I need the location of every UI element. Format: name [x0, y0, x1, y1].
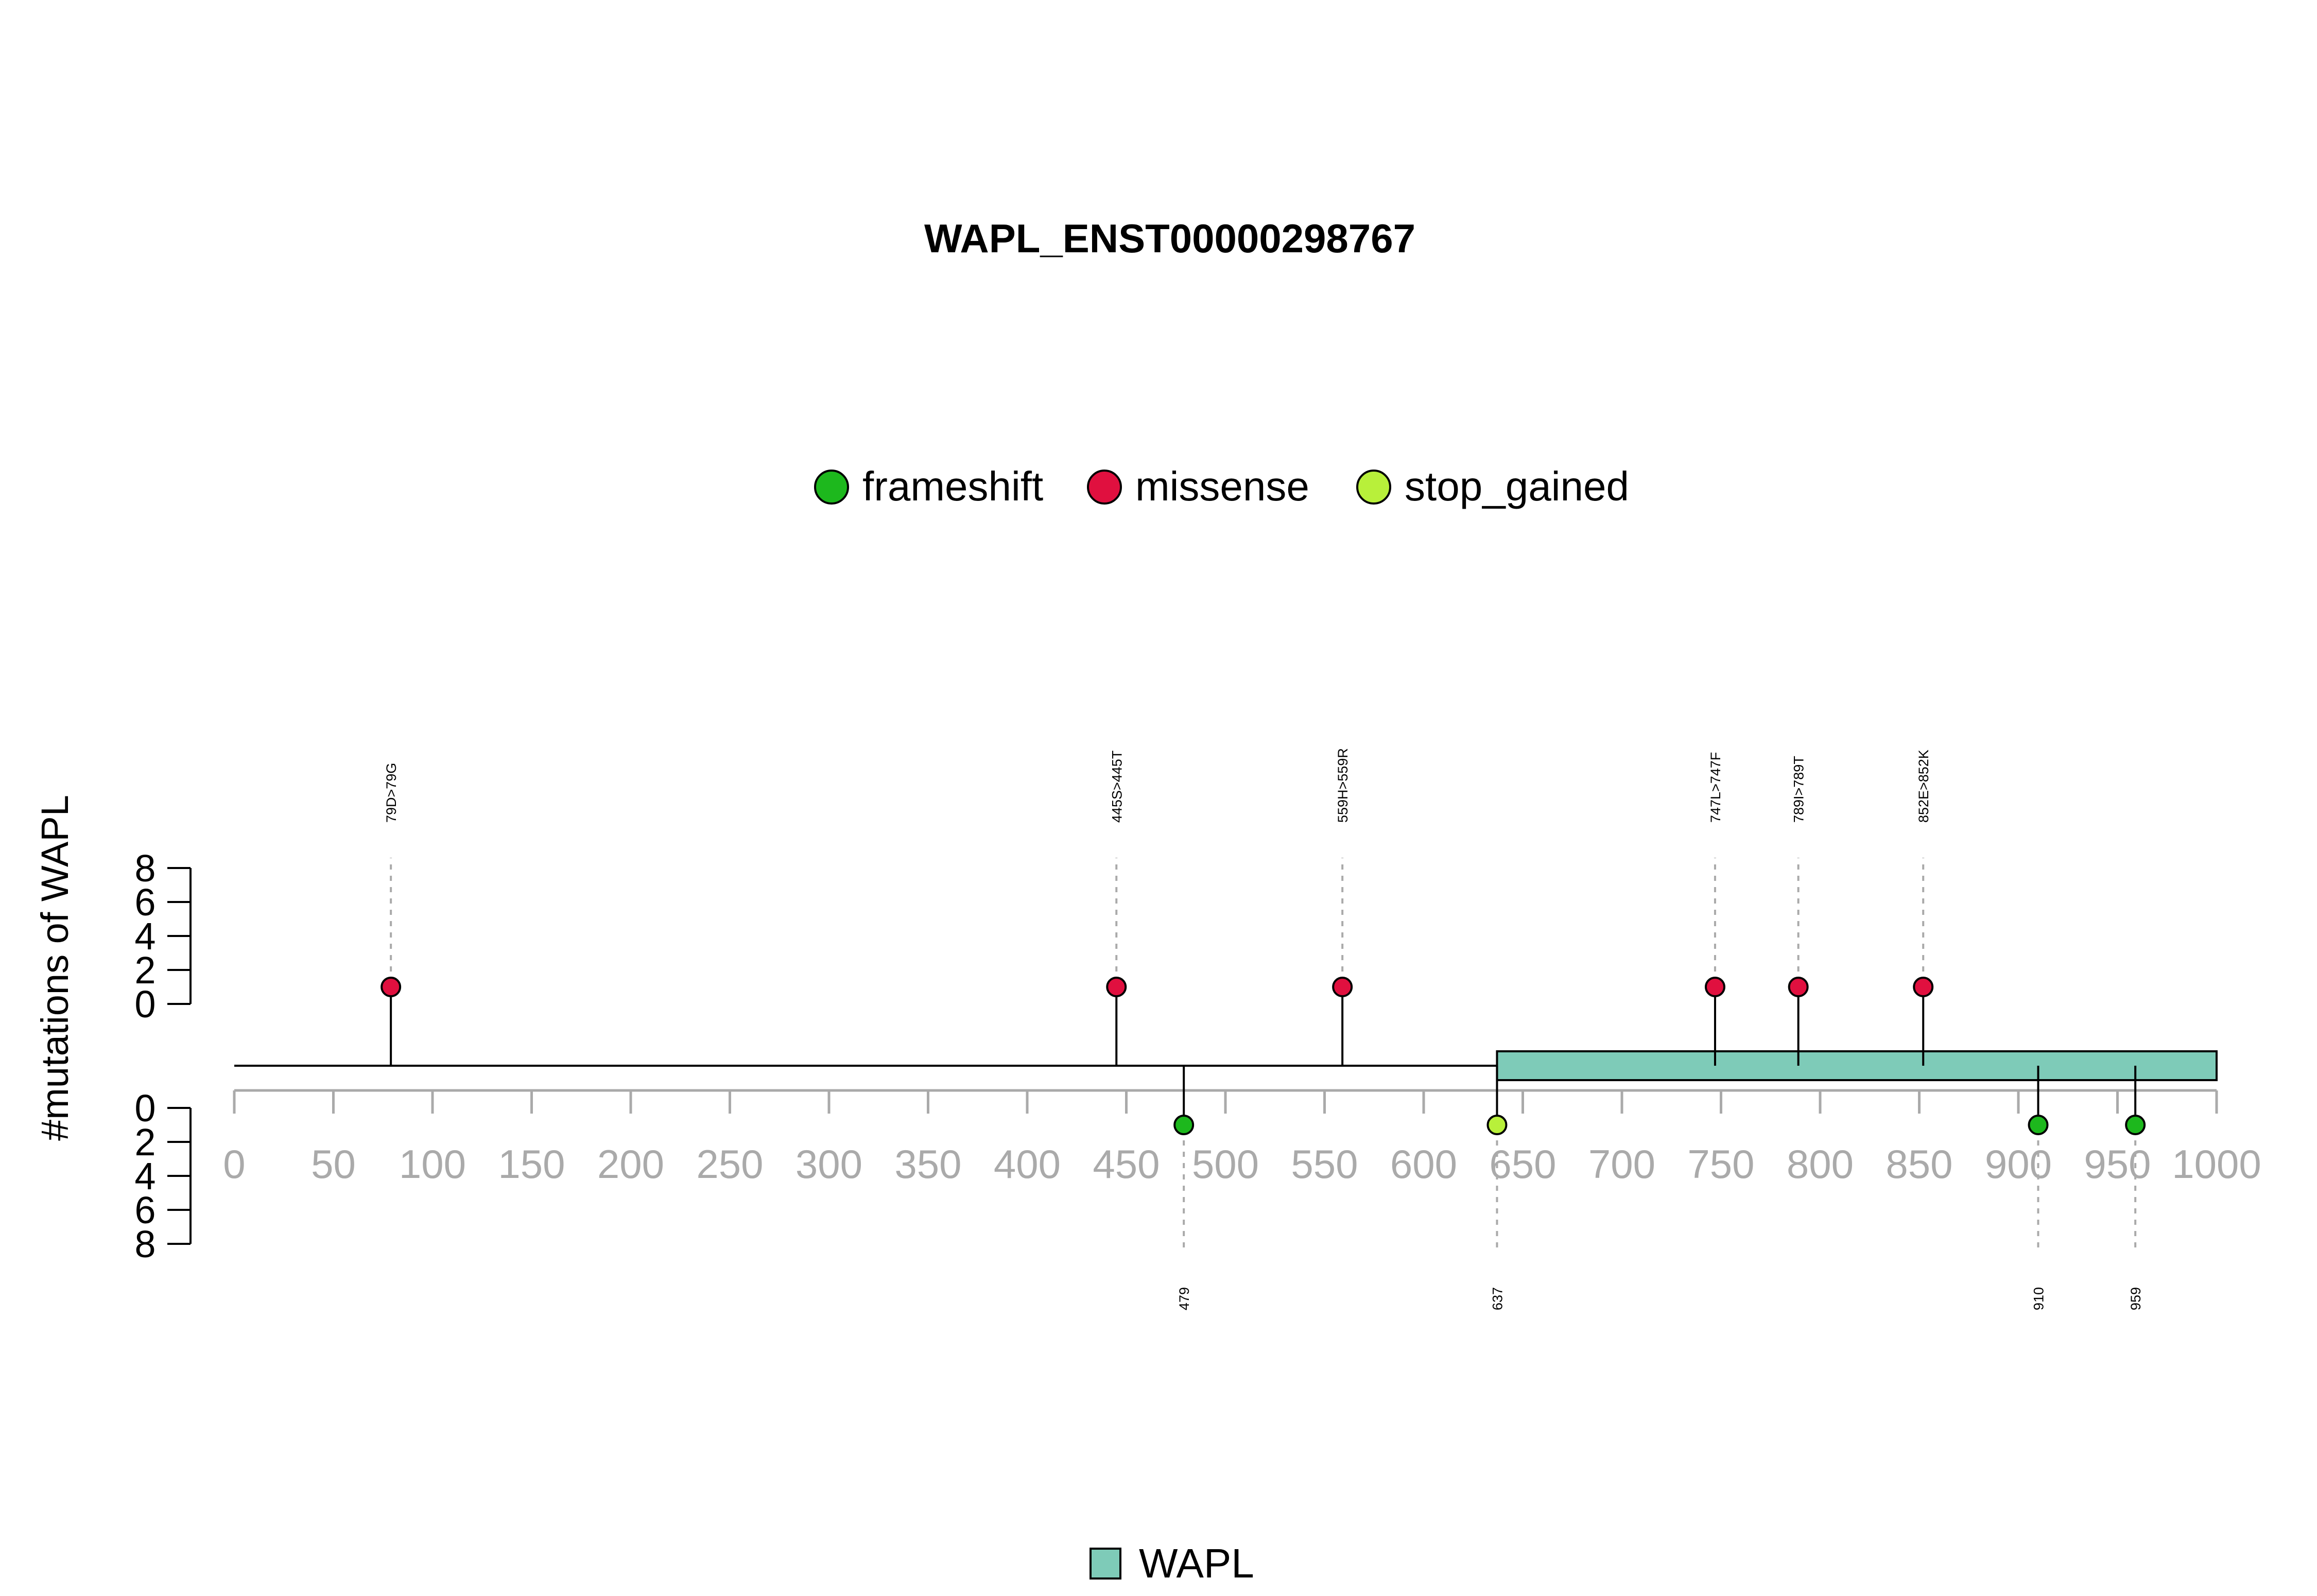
lollipop-head-missense: [1332, 977, 1353, 997]
mutation-label: 910: [2031, 1287, 2047, 1310]
lollipop-head-frameshift: [2125, 1115, 2146, 1135]
lollipop-head-frameshift: [2028, 1115, 2049, 1135]
mutation-label: 637: [1490, 1287, 1505, 1310]
mutation-label: 559H>559R: [1335, 748, 1351, 823]
x-tick-label: 250: [696, 1141, 763, 1187]
lollipop-lower-637: 637: [1486, 1066, 1508, 1310]
lollipops-upper: 79D>79G 445S>445T 559H>559R 747L>747F 789I>7…: [381, 748, 1934, 1066]
domain-block-wapl: [1496, 1050, 2218, 1081]
y-tick-label-upper: 6: [134, 881, 155, 924]
x-tick-label: 900: [1985, 1141, 2052, 1187]
x-tick-label: 100: [399, 1141, 466, 1187]
legend-item-frameshift: frameshift: [814, 463, 1043, 509]
y-axis-label: #mutations of WAPL: [33, 795, 76, 1141]
mutation-label: 445S>445T: [1109, 751, 1125, 823]
mutation-label: 79D>79G: [384, 763, 399, 823]
x-tick-label: 550: [1291, 1141, 1358, 1187]
x-tick-label: 300: [796, 1141, 862, 1187]
x-tick-label: 450: [1093, 1141, 1160, 1187]
mutation-label: 959: [2128, 1287, 2143, 1310]
legend-label: WAPL: [1139, 1540, 1254, 1586]
y-tick-label-lower: 2: [134, 1121, 155, 1164]
lollipop-head-stop_gained: [1486, 1115, 1508, 1135]
x-tick-label: 700: [1588, 1141, 1655, 1187]
lollipops-lower: 479 637 910 959: [1173, 1066, 2146, 1310]
x-tick-label: 200: [597, 1141, 664, 1187]
lollipop-lower-959: 959: [2125, 1066, 2146, 1310]
x-tick-label: 800: [1787, 1141, 1854, 1187]
x-tick-label: 650: [1489, 1141, 1556, 1187]
legend-swatch: [1356, 470, 1391, 505]
lollipop-lower-910: 910: [2028, 1066, 2049, 1310]
legend-label: missense: [1135, 463, 1309, 509]
mutation-label: 747L>747F: [1708, 752, 1723, 823]
x-tick-label: 1000: [2172, 1141, 2261, 1187]
lollipop-head-frameshift: [1173, 1115, 1195, 1135]
legend-top: frameshift missense stop_gained: [814, 463, 1629, 509]
x-tick-label: 0: [223, 1141, 245, 1187]
y-tick-label-lower: 4: [134, 1155, 155, 1198]
legend-swatch: [1090, 1548, 1121, 1580]
x-tick-label: 350: [894, 1141, 961, 1187]
lollipop-upper-789: 789I>789T: [1788, 756, 1809, 1066]
legend-bottom: WAPL: [1090, 1540, 1254, 1586]
lollipop-head-missense: [381, 977, 402, 997]
x-tick-label: 500: [1192, 1141, 1259, 1187]
legend-item-stop_gained: stop_gained: [1356, 463, 1629, 509]
legend-item-wapl: WAPL: [1090, 1540, 1254, 1586]
x-tick-label: 850: [1886, 1141, 1952, 1187]
legend-label: frameshift: [862, 463, 1043, 509]
lollipop-upper-559: 559H>559R: [1332, 748, 1353, 1066]
lollipop-upper-79: 79D>79G: [381, 763, 402, 1066]
domain-blocks: [1496, 1050, 2218, 1081]
x-tick-label: 600: [1390, 1141, 1457, 1187]
legend-label: stop_gained: [1405, 463, 1629, 509]
y-tick-label-lower: 0: [134, 1087, 155, 1130]
legend-item-missense: missense: [1087, 463, 1309, 509]
y-tick-label-lower: 6: [134, 1189, 155, 1231]
y-tick-label-upper: 8: [134, 847, 155, 890]
legend-swatch: [1087, 470, 1122, 505]
mutation-label: 479: [1177, 1287, 1192, 1310]
chart-title: WAPL_ENST00000298767: [924, 216, 1415, 261]
lollipop-upper-747: 747L>747F: [1704, 752, 1725, 1066]
lollipop-head-missense: [1106, 977, 1127, 997]
y-tick-label-upper: 2: [134, 949, 155, 992]
x-tick-label: 50: [311, 1141, 356, 1187]
lollipop-head-missense: [1913, 977, 1934, 997]
x-axis: 0 50 100 150 200 250 300 350 400 450 500 550 600 650 7…: [223, 1089, 2261, 1187]
lollipop-lower-479: 479: [1173, 1066, 1195, 1310]
lollipop-upper-445: 445S>445T: [1106, 751, 1127, 1066]
x-tick-label: 950: [2084, 1141, 2151, 1187]
x-tick-label: 750: [1687, 1141, 1754, 1187]
y-tick-label-upper: 4: [134, 915, 155, 958]
y-tick-label-lower: 8: [134, 1223, 155, 1265]
x-tick-label: 150: [498, 1141, 565, 1187]
legend-swatch: [814, 470, 849, 505]
mutation-label: 852E>852K: [1916, 750, 1931, 823]
mutation-label: 789I>789T: [1791, 756, 1807, 823]
lollipop-head-missense: [1704, 977, 1725, 997]
x-tick-label: 400: [994, 1141, 1061, 1187]
lollipop-upper-852: 852E>852K: [1913, 750, 1934, 1066]
lollipop-head-missense: [1788, 977, 1809, 997]
y-tick-label-upper: 0: [134, 983, 155, 1026]
